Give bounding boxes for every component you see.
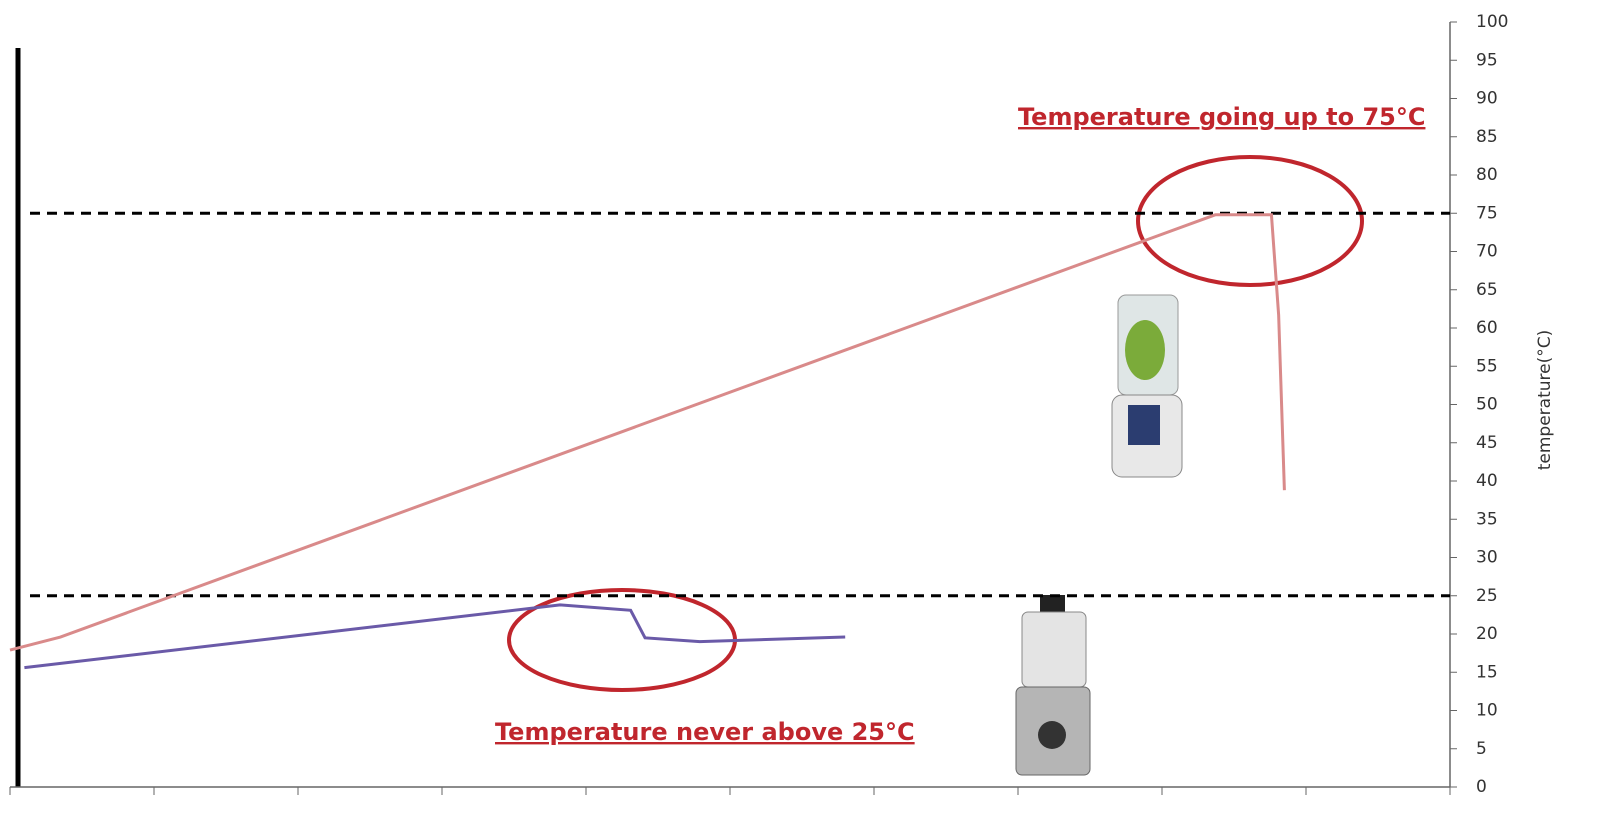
y-tick-label: 5 — [1476, 739, 1487, 759]
blender-icon — [1112, 295, 1182, 477]
y-tick-label: 95 — [1476, 50, 1498, 70]
highlight-ellipse — [1138, 157, 1362, 285]
y-tick-label: 0 — [1476, 777, 1487, 797]
y-tick-label: 10 — [1476, 701, 1498, 721]
annotation: Temperature never above 25°C — [495, 718, 915, 746]
y-tick-label: 30 — [1476, 548, 1498, 568]
y-tick-label: 15 — [1476, 662, 1498, 682]
highlight-ellipse — [509, 590, 735, 690]
y-tick-label: 75 — [1476, 203, 1498, 223]
y-tick-label: 25 — [1476, 586, 1498, 606]
y-tick-label: 60 — [1476, 318, 1498, 338]
chart: temperature(°C) Temperature going up to … — [0, 0, 1623, 825]
y-tick-label: 85 — [1476, 127, 1498, 147]
y-tick-label: 45 — [1476, 433, 1498, 453]
y-tick-label: 80 — [1476, 165, 1498, 185]
y-tick-label: 50 — [1476, 395, 1498, 415]
y-tick-label: 55 — [1476, 356, 1498, 376]
y-tick-label: 70 — [1476, 242, 1498, 262]
y-tick-label: 20 — [1476, 624, 1498, 644]
series-line — [10, 215, 1284, 650]
y-tick-label: 65 — [1476, 280, 1498, 300]
annotation: Temperature going up to 75°C — [1018, 103, 1425, 131]
y-tick-label: 90 — [1476, 89, 1498, 109]
y-tick-label: 35 — [1476, 509, 1498, 529]
blender-icon — [1016, 595, 1090, 775]
y-axis-label: temperature(°C) — [1535, 330, 1555, 471]
y-tick-label: 100 — [1476, 12, 1508, 32]
y-tick-label: 40 — [1476, 471, 1498, 491]
